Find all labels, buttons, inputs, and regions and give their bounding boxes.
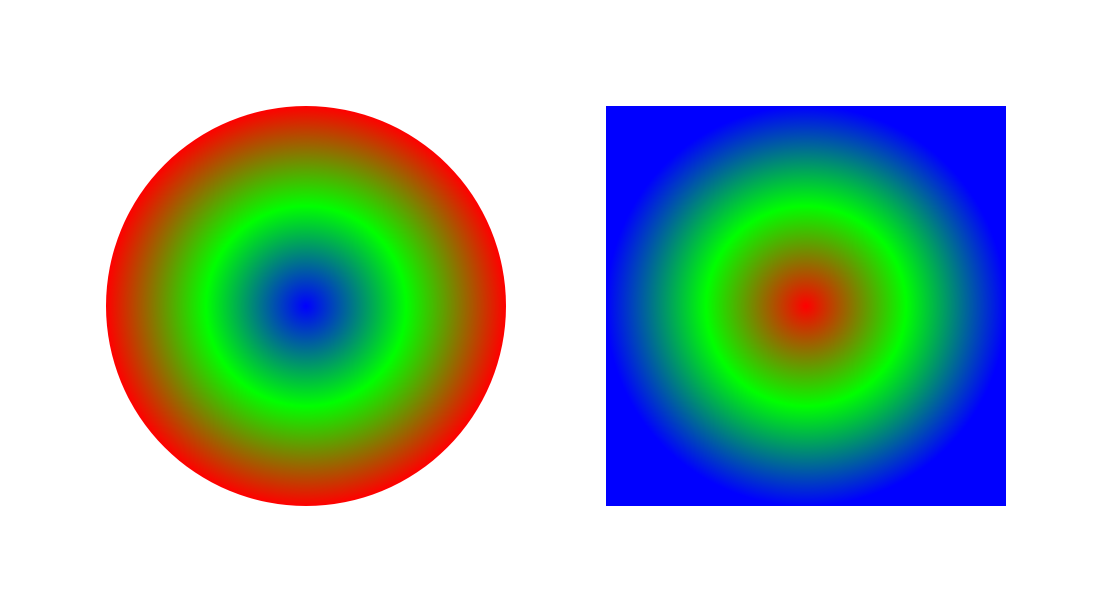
radial-gradient-square: [606, 106, 1006, 506]
radial-gradient-circle: [106, 106, 506, 506]
